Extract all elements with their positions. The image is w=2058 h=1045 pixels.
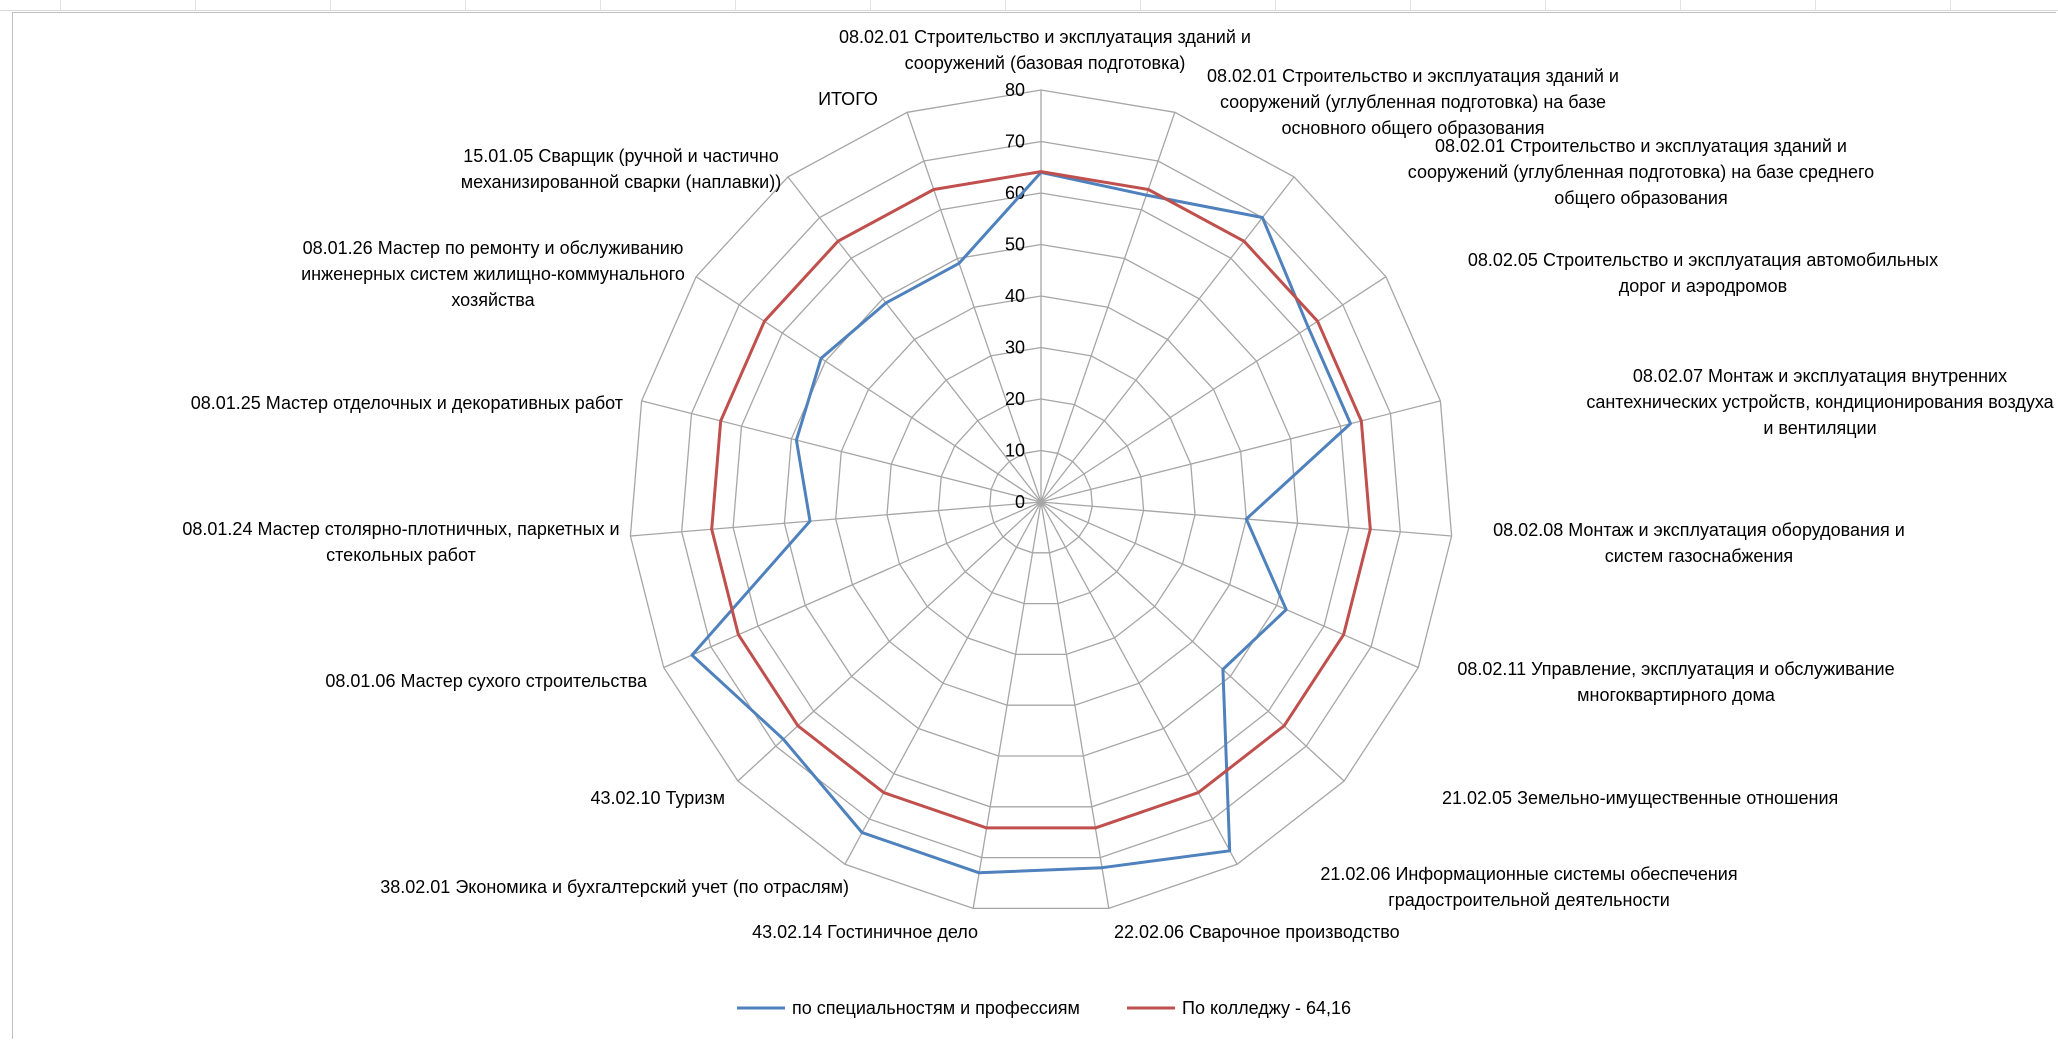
spoke-10: [972, 501, 1042, 909]
gridline-60: [732, 192, 1350, 808]
spoke-6: [1040, 501, 1419, 669]
radar-chart: 0 10 20 30 40 50 60 70 80 ИТОГО 08.02.01 Строител…: [182, 27, 2054, 1018]
series-line-1[interactable]: [710, 170, 1372, 830]
category-label-2: 08.02.01 Строительство и эксплуатация зд…: [1207, 66, 1619, 138]
series-line-0[interactable]: [690, 170, 1352, 875]
category-label-0: ИТОГО: [818, 89, 878, 109]
category-label-10: 22.02.06 Сварочное производство: [1114, 922, 1400, 942]
chart-series: [690, 170, 1372, 875]
category-label-3: 08.02.01 Строительство и эксплуатация зд…: [1408, 136, 1874, 208]
category-label-8: 21.02.05 Земельно-имущественные отношени…: [1442, 788, 1838, 808]
category-label-13: 43.02.10 Туризм: [590, 788, 725, 808]
gridline-70: [681, 140, 1401, 859]
radial-tick-labels: 0 10 20 30 40 50 60 70 80: [1005, 80, 1025, 512]
tick-label: 70: [1005, 132, 1025, 152]
spoke-17: [787, 176, 1042, 503]
category-label-14: 08.01.06 Мастер сухого строительства: [325, 671, 648, 691]
chart-area[interactable]: 0 10 20 30 40 50 60 70 80 ИТОГО 08.02.01 Строител…: [12, 12, 2056, 1039]
spoke-14: [630, 501, 1042, 537]
spoke-9: [1040, 501, 1110, 909]
spoke-3: [1040, 276, 1387, 503]
spoke-2: [1040, 176, 1295, 503]
category-label-16: 08.01.25 Мастер отделочных и декоративны…: [191, 393, 623, 413]
category-labels: ИТОГО 08.02.01 Строительство и эксплуатац…: [182, 27, 2054, 942]
legend-label-1[interactable]: По колледжу - 64,16: [1182, 998, 1351, 1018]
legend-label-0[interactable]: по специальностям и профессиям: [792, 998, 1080, 1018]
gridline-20: [937, 398, 1145, 605]
spoke-12: [737, 501, 1042, 782]
category-label-5: 08.02.07 Монтаж и эксплуатация внутренни…: [1586, 366, 2054, 438]
tick-label: 60: [1005, 183, 1025, 203]
tick-label: 10: [1005, 441, 1025, 461]
tick-label: 80: [1005, 80, 1025, 100]
category-label-18: 15.01.05 Сварщик (ручной и частично механ…: [461, 146, 781, 192]
tick-label: 40: [1005, 286, 1025, 306]
gridline-40: [835, 295, 1247, 706]
category-label-12: 38.02.01 Экономика и бухгалтерский учет …: [380, 877, 849, 897]
chart-spokes: [630, 90, 1452, 909]
category-label-7: 08.02.11 Управление, эксплуатация и обсл…: [1457, 659, 1894, 705]
sheet-header-strip: [0, 0, 2058, 11]
category-label-9: 21.02.06 Информационные системы обеспече…: [1320, 864, 1737, 910]
spoke-13: [663, 501, 1042, 669]
spoke-7: [1040, 501, 1345, 782]
category-label-6: 08.02.08 Монтаж и эксплуатация оборудова…: [1493, 520, 1905, 566]
gridline-30: [886, 346, 1196, 656]
spoke-18: [906, 112, 1042, 503]
spoke-4: [1040, 400, 1441, 503]
spoke-1: [1040, 112, 1176, 503]
chart-grid: [629, 89, 1453, 910]
chart-legend[interactable]: по специальностям и профессиям По колледж…: [737, 998, 1351, 1018]
tick-label: 50: [1005, 235, 1025, 255]
tick-label: 0: [1015, 492, 1025, 512]
gridline-50: [783, 243, 1299, 757]
category-label-17: 08.01.26 Мастер по ремонту и обслуживани…: [301, 238, 685, 310]
category-label-1: 08.02.01 Строительство и эксплуатация зд…: [839, 27, 1251, 73]
category-label-4: 08.02.05 Строительство и эксплуатация ав…: [1468, 250, 1938, 296]
spoke-8: [1040, 501, 1238, 865]
gridline-10: [989, 449, 1093, 554]
tick-label: 30: [1005, 338, 1025, 358]
tick-label: 20: [1005, 389, 1025, 409]
category-label-11: 43.02.14 Гостиничное дело: [752, 922, 978, 942]
spoke-11: [844, 501, 1042, 865]
gridline-80: [629, 89, 1453, 910]
category-label-15: 08.01.24 Мастер столярно-плотничных, пар…: [182, 519, 619, 565]
spoke-16: [695, 276, 1042, 503]
spoke-15: [641, 400, 1042, 503]
